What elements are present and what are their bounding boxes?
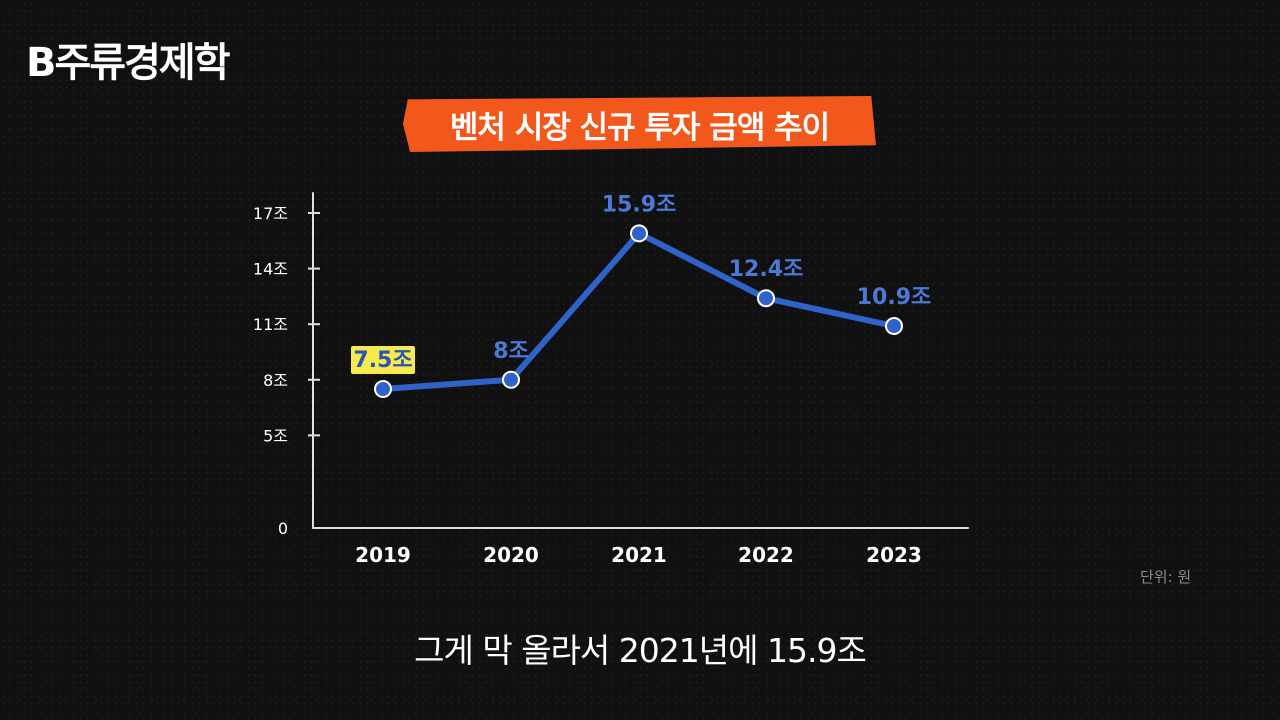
data-point [502, 370, 520, 389]
data-point [757, 289, 775, 308]
data-labels: 7.5조 8조 15.9조 12.4조 10.9조 [351, 192, 932, 375]
y-tick-label: 5조 [263, 426, 288, 445]
y-tick-label: 0 [278, 519, 288, 538]
chart-axes [308, 192, 969, 529]
data-point [885, 317, 903, 336]
y-tick-labels: 0 5조 8조 11조 14조 17조 [253, 204, 288, 538]
series-line [374, 224, 903, 399]
data-point [630, 224, 648, 243]
y-tick-label: 17조 [253, 204, 288, 223]
y-tick-label: 8조 [263, 371, 288, 390]
video-subtitle: 그게 막 올라서 2021년에 15.9조 [414, 631, 867, 670]
data-label: 12.4조 [729, 257, 804, 282]
chart-title: 벤처 시장 신규 투자 금액 추이 [449, 109, 830, 146]
x-tick-label: 2023 [866, 543, 922, 567]
x-tick-label: 2019 [355, 543, 411, 567]
x-tick-label: 2021 [611, 543, 667, 567]
x-tick-labels: 2019 2020 2021 2022 2023 [355, 543, 922, 567]
data-label: 15.9조 [602, 192, 677, 217]
x-tick-label: 2020 [483, 543, 539, 567]
y-tick-label: 14조 [253, 260, 288, 279]
x-tick-label: 2022 [738, 543, 794, 567]
series-path [380, 230, 897, 393]
highlight-box [351, 346, 415, 375]
data-label: 7.5조 [353, 348, 412, 373]
data-label: 8조 [493, 339, 529, 364]
data-label: 10.9조 [857, 285, 932, 310]
y-tick-label: 11조 [253, 315, 288, 334]
unit-note: 단위: 원 [1140, 568, 1192, 586]
data-point [374, 380, 392, 399]
chart-title-banner: 벤처 시장 신규 투자 금액 추이 [403, 96, 876, 152]
channel-logo: B주류경제학 [26, 40, 230, 86]
